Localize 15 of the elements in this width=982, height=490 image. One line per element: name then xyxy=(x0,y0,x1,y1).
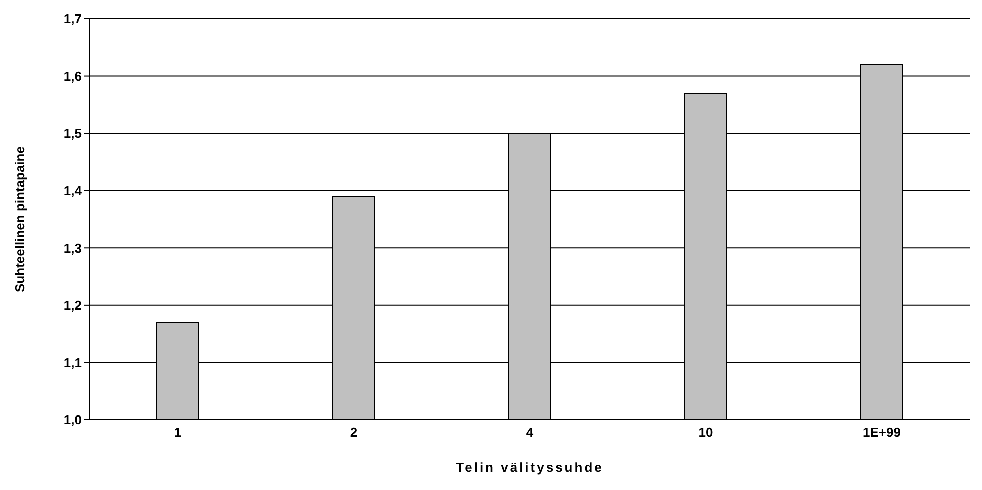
y-tick-label: 1,2 xyxy=(64,298,82,314)
y-tick-label: 1,1 xyxy=(64,355,82,370)
x-axis-title: Telin välityssuhde xyxy=(456,460,604,475)
x-tick-label: 1 xyxy=(174,425,182,440)
y-axis-title: Suhteellinen pintapaine xyxy=(12,146,28,292)
y-tick-label: 1,7 xyxy=(64,12,82,27)
y-tick-label: 1,5 xyxy=(64,126,82,142)
y-tick-label: 1,3 xyxy=(64,240,82,256)
x-tick-label: 2 xyxy=(350,425,358,440)
x-tick-label: 1E+99 xyxy=(863,425,901,440)
x-tick-label: 4 xyxy=(526,425,534,440)
y-tick-label: 1,0 xyxy=(64,412,82,428)
y-tick-label: 1,4 xyxy=(64,183,83,198)
y-tick-label: 1,6 xyxy=(64,68,82,84)
x-tick-label: 10 xyxy=(698,425,714,440)
